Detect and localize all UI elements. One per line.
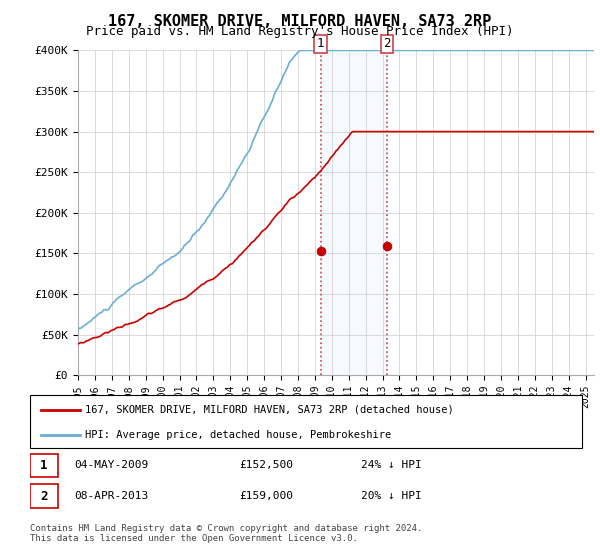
- Text: 167, SKOMER DRIVE, MILFORD HAVEN, SA73 2RP: 167, SKOMER DRIVE, MILFORD HAVEN, SA73 2…: [109, 14, 491, 29]
- FancyBboxPatch shape: [30, 484, 58, 508]
- Text: 1: 1: [317, 38, 325, 50]
- FancyBboxPatch shape: [30, 454, 58, 477]
- Text: £152,500: £152,500: [240, 460, 294, 470]
- FancyBboxPatch shape: [30, 395, 582, 448]
- Point: [382, 241, 392, 250]
- Text: £159,000: £159,000: [240, 491, 294, 501]
- Point: [316, 247, 325, 256]
- Text: 167, SKOMER DRIVE, MILFORD HAVEN, SA73 2RP (detached house): 167, SKOMER DRIVE, MILFORD HAVEN, SA73 2…: [85, 405, 454, 415]
- Bar: [320, 50, 387, 375]
- Text: 04-MAY-2009: 04-MAY-2009: [74, 460, 148, 470]
- Text: Price paid vs. HM Land Registry's House Price Index (HPI): Price paid vs. HM Land Registry's House …: [86, 25, 514, 38]
- Text: 2: 2: [383, 38, 391, 50]
- Text: 2: 2: [40, 489, 47, 502]
- Text: 1: 1: [40, 459, 47, 472]
- Text: Contains HM Land Registry data © Crown copyright and database right 2024.
This d: Contains HM Land Registry data © Crown c…: [30, 524, 422, 543]
- Text: 08-APR-2013: 08-APR-2013: [74, 491, 148, 501]
- Text: 20% ↓ HPI: 20% ↓ HPI: [361, 491, 422, 501]
- Text: HPI: Average price, detached house, Pembrokeshire: HPI: Average price, detached house, Pemb…: [85, 430, 391, 440]
- Text: 24% ↓ HPI: 24% ↓ HPI: [361, 460, 422, 470]
